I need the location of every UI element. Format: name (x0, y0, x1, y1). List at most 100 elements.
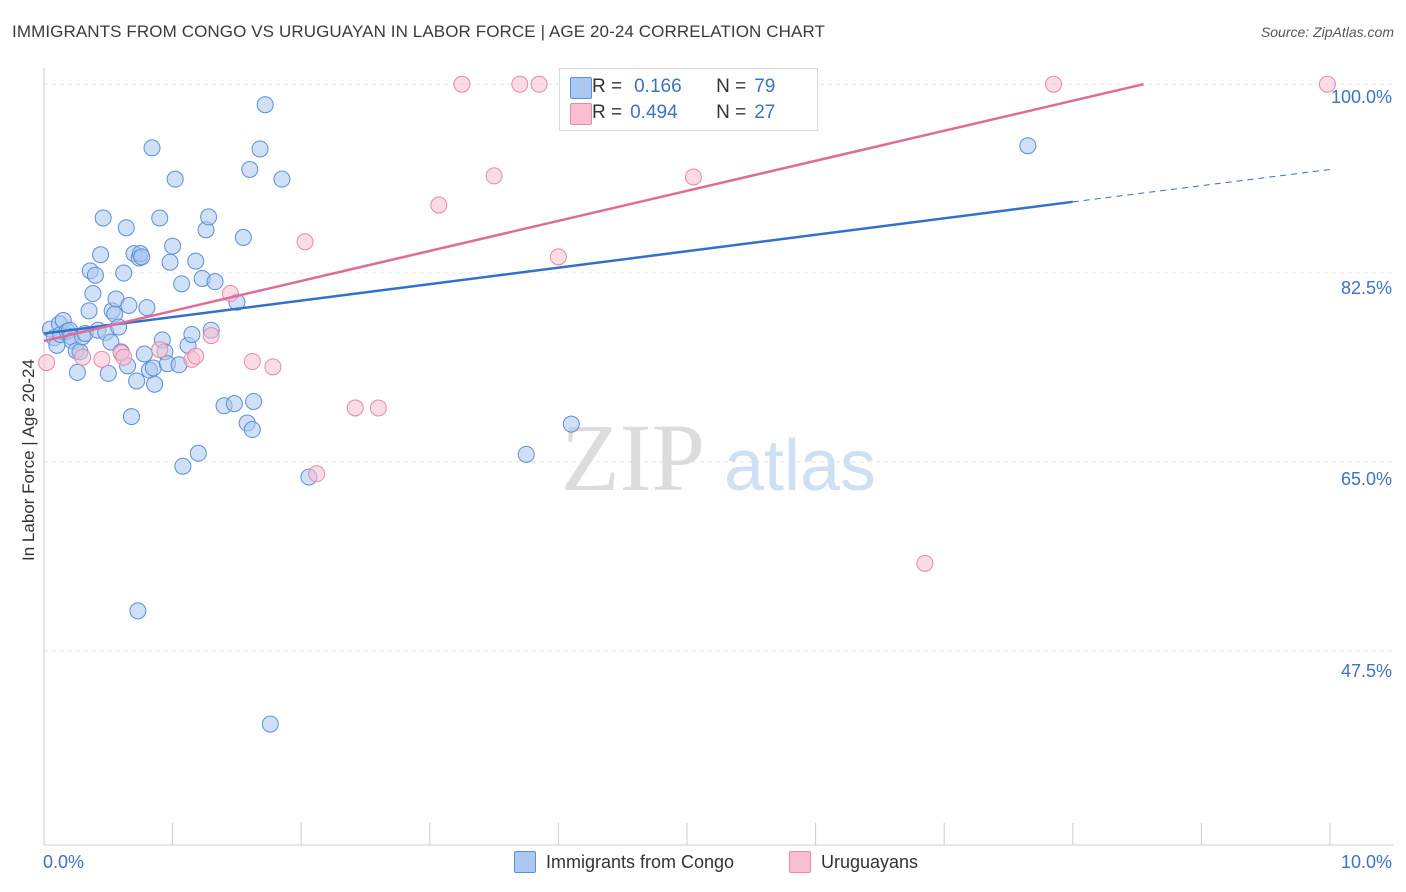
congo-point (261, 715, 279, 733)
watermark: ZIP atlas (561, 404, 876, 511)
uruguayan-point (151, 341, 169, 359)
legend-n-value: 27 (754, 102, 776, 123)
congo-point (173, 275, 191, 293)
uruguayan-point (369, 399, 387, 417)
congo-point (115, 264, 133, 282)
congo-point (94, 209, 112, 227)
legend-r-label: R = (592, 76, 623, 97)
uruguayan-point (511, 75, 529, 93)
congo-point (144, 359, 162, 377)
congo-point (161, 253, 179, 271)
congo-point (128, 372, 146, 390)
congo-point (120, 296, 138, 314)
congo-point (135, 345, 153, 363)
uruguayan-point (202, 327, 220, 345)
bottom-legend-uruguayans: Uruguayans (789, 851, 918, 873)
congo-point (243, 421, 261, 439)
congo-trend-line (43, 200, 1073, 335)
congo-point (251, 140, 269, 158)
uruguayan-point (549, 248, 567, 266)
bottom-legend-swatch-pink (789, 851, 811, 873)
congo-point (200, 208, 218, 226)
congo-point (146, 375, 164, 393)
bottom-legend-congo: Immigrants from Congo (514, 851, 734, 873)
congo-point (166, 170, 184, 188)
congo-point (234, 228, 252, 246)
uruguayan-point (38, 354, 56, 372)
congo-point (133, 248, 151, 266)
legend-row-congo: R = 0.166 N = 79 (570, 74, 776, 100)
uruguayan-point (1045, 75, 1063, 93)
legend: R = 0.166 N = 79 R = 0.494 N = 27 (559, 68, 818, 131)
congo-point (151, 209, 169, 227)
uruguayan-point (74, 348, 92, 366)
congo-point (241, 160, 259, 178)
congo-point (143, 139, 161, 157)
uruguayan-point (530, 75, 548, 93)
legend-n-label: N = (716, 76, 747, 97)
uruguayan-point (916, 554, 934, 572)
legend-r-label: R = (592, 102, 623, 123)
uruguayan-point (684, 168, 702, 186)
watermark-atlas: atlas (724, 426, 876, 506)
congo-point (183, 326, 201, 344)
legend-n-value: 79 (754, 76, 776, 97)
legend-r-value: 0.166 (634, 76, 682, 97)
congo-point (187, 252, 205, 270)
y-axis-label: In Labor Force | Age 20-24 (19, 359, 38, 561)
bottom-legend-swatch-blue (514, 851, 536, 873)
congo-point (129, 602, 147, 620)
uruguayan-point (264, 358, 282, 376)
uruguayan-point (346, 399, 364, 417)
uruguayan-point (430, 196, 448, 214)
legend-n-label: N = (716, 102, 747, 123)
congo-point (99, 364, 117, 382)
legend-r-value: 0.494 (630, 102, 678, 123)
y-tick-label: 47.5% (1340, 661, 1392, 681)
uruguayan-point (485, 167, 503, 185)
chart-title: IMMIGRANTS FROM CONGO VS URUGUAYAN IN LA… (12, 22, 826, 41)
uruguayan-point (453, 75, 471, 93)
congo-point (138, 299, 156, 317)
uruguayan-point (1318, 75, 1336, 93)
uruguayan-point (187, 347, 205, 365)
legend-swatch-blue (570, 77, 592, 99)
congo-point (562, 415, 580, 433)
uruguayan-point (308, 465, 326, 483)
congo-point (256, 96, 274, 114)
y-tick-label: 82.5% (1340, 278, 1392, 298)
x-tick-label-left: 0.0% (43, 852, 85, 872)
trend-lines (43, 82, 1331, 343)
congo-point (86, 266, 104, 284)
congo-point (225, 395, 243, 413)
congo-point (273, 170, 291, 188)
congo-trend-extension (1072, 168, 1331, 203)
congo-point (117, 219, 135, 237)
bottom-legend-label: Uruguayans (821, 851, 919, 872)
congo-point (92, 246, 110, 264)
legend-row-uruguayans: R = 0.494 N = 27 (570, 100, 776, 126)
axes (43, 68, 1393, 846)
congo-point (517, 445, 535, 463)
congo-point (164, 237, 182, 255)
congo-point (245, 392, 263, 410)
watermark-zip: ZIP (561, 404, 705, 511)
uruguayan-point (243, 353, 261, 371)
uruguayan-point (115, 348, 133, 366)
congo-point (80, 302, 98, 320)
bottom-legend-label: Immigrants from Congo (546, 851, 735, 872)
legend-swatch-pink (570, 103, 592, 125)
congo-point (189, 444, 207, 462)
congo-point (68, 363, 86, 381)
x-tick-label-right: 10.0% (1340, 852, 1392, 872)
congo-point (84, 285, 102, 303)
congo-point (122, 408, 140, 426)
y-tick-label: 65.0% (1340, 469, 1392, 489)
uruguayan-point (93, 350, 111, 368)
congo-point (206, 273, 224, 291)
source-label: Source: ZipAtlas.com (1260, 24, 1394, 40)
congo-point (174, 457, 192, 475)
uruguayan-trend-line (43, 82, 1144, 343)
y-tick-label: 100.0% (1330, 87, 1392, 107)
